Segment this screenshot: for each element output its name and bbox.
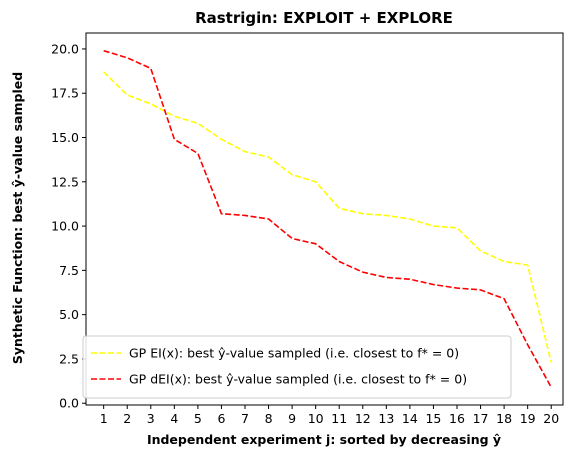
x-tick-label: 12 — [355, 411, 371, 426]
x-tick-label: 19 — [520, 411, 536, 426]
y-tick-label: 7.5 — [59, 263, 79, 278]
plot-frame — [85, 32, 564, 406]
series-line-1 — [103, 71, 552, 363]
x-tick-label: 4 — [170, 411, 178, 426]
x-tick-label: 20 — [543, 411, 559, 426]
chart-title: Rastrigin: EXPLOIT + EXPLORE — [195, 9, 453, 27]
x-tick-label: 11 — [331, 411, 347, 426]
y-axis: 0.0 2.5 5.0 7.5 10.0 12.5 15.0 17.5 20.0 — [51, 41, 86, 411]
x-axis-label: Independent experiment j: sorted by decr… — [147, 432, 501, 447]
x-tick-label: 9 — [288, 411, 296, 426]
x-tick-label: 18 — [496, 411, 512, 426]
y-tick-label: 17.5 — [51, 86, 79, 101]
x-tick-label: 15 — [425, 411, 441, 426]
x-tick-label: 13 — [378, 411, 394, 426]
y-tick-label: 15.0 — [51, 130, 79, 145]
x-axis: 1 2 3 4 5 6 7 8 9 10 11 12 13 14 15 16 17 18 19 20 — [100, 405, 559, 426]
x-tick-label: 3 — [147, 411, 155, 426]
x-tick-label: 6 — [217, 411, 225, 426]
x-tick-label: 7 — [241, 411, 249, 426]
x-tick-label: 10 — [308, 411, 324, 426]
y-tick-label: 2.5 — [59, 351, 79, 366]
y-tick-label: 12.5 — [51, 174, 79, 189]
x-tick-label: 16 — [449, 411, 465, 426]
y-tick-label: 20.0 — [51, 41, 79, 56]
x-tick-label: 14 — [402, 411, 418, 426]
legend: GP EI(x): best ŷ-value sampled (i.e. clo… — [82, 335, 512, 399]
x-tick-label: 17 — [473, 411, 489, 426]
x-tick-label: 2 — [123, 411, 131, 426]
y-tick-label: 0.0 — [59, 396, 79, 411]
x-tick-label: 1 — [100, 411, 108, 426]
x-tick-label: 5 — [194, 411, 202, 426]
x-tick-label: 8 — [265, 411, 273, 426]
legend-label-1: GP EI(x): best ŷ-value sampled (i.e. clo… — [129, 346, 459, 361]
legend-label-2: GP dEI(x): best ŷ-value sampled (i.e. cl… — [129, 372, 467, 387]
plot-area — [85, 32, 564, 406]
y-tick-label: 5.0 — [59, 307, 79, 322]
y-axis-label: Synthetic Function: best ŷ-value sampled — [10, 72, 25, 364]
y-tick-label: 10.0 — [51, 219, 79, 234]
series-line-2 — [103, 49, 552, 388]
legend-box — [82, 335, 512, 399]
